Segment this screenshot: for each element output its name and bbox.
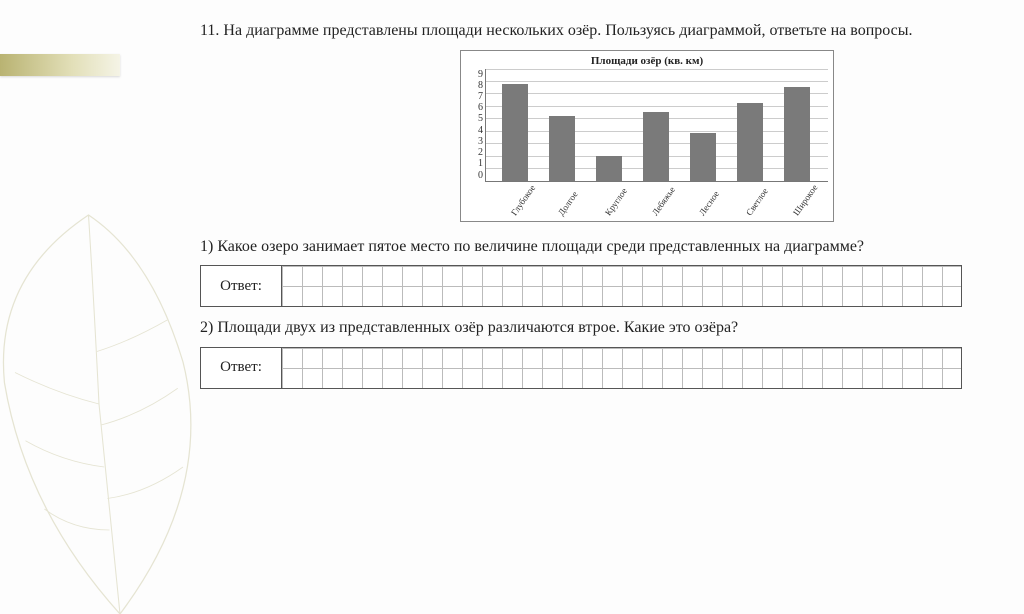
bar-Широкое [784,87,810,180]
question-1: 1) Какое озеро занимает пятое место по в… [200,236,1000,258]
bar-chart: Площади озёр (кв. км) 0123456789 Глубоко… [460,50,834,222]
y-tick: 7 [467,91,483,102]
answer-box-1: Ответ: [200,265,962,307]
y-tick: 3 [467,136,483,147]
answer-grid-2[interactable] [282,348,961,388]
bar-Глубокое [502,84,528,181]
chart-plot: 0123456789 ГлубокоеДолгоеКруглоеЛебяжьеЛ… [467,69,827,219]
slide-accent-bar [0,54,120,76]
y-tick: 6 [467,102,483,113]
bar-Долгое [549,116,575,181]
bar-Лесное [690,133,716,180]
y-tick: 1 [467,158,483,169]
chart-y-axis: 0123456789 [467,69,485,181]
bar-Круглое [596,156,622,181]
chart-title: Площади озёр (кв. км) [467,55,827,67]
x-label: Глубокое [509,190,555,233]
x-label: Долгое [556,190,602,233]
y-tick: 8 [467,80,483,91]
x-label: Лесное [697,190,743,233]
x-label: Круглое [603,190,649,233]
x-label: Лебяжье [650,190,696,233]
y-tick: 9 [467,69,483,80]
question-2: 2) Площади двух из представленных озёр р… [200,317,1000,339]
chart-plot-area: ГлубокоеДолгоеКруглоеЛебяжьеЛесноеСветло… [485,69,827,219]
answer-box-2: Ответ: [200,347,962,389]
task-number: 11. [200,22,219,39]
chart-bars [485,69,827,181]
chart-x-labels: ГлубокоеДолгоеКруглоеЛебяжьеЛесноеСветло… [485,181,827,219]
y-tick: 2 [467,147,483,158]
task-intro-text: На диаграмме представлены площади нескол… [223,22,912,39]
bar-Лебяжье [643,112,669,180]
x-label: Светлое [744,190,790,233]
content-area: 11. На диаграмме представлены площади не… [200,20,1000,389]
answer-label-2: Ответ: [201,348,282,388]
x-label: Широкое [791,190,837,233]
bar-Светлое [737,103,763,180]
y-tick: 5 [467,113,483,124]
answer-label-1: Ответ: [201,266,282,306]
answer-grid-1[interactable] [282,266,961,306]
y-tick: 0 [467,170,483,181]
task-intro: 11. На диаграмме представлены площади не… [200,20,1000,42]
y-tick: 4 [467,125,483,136]
